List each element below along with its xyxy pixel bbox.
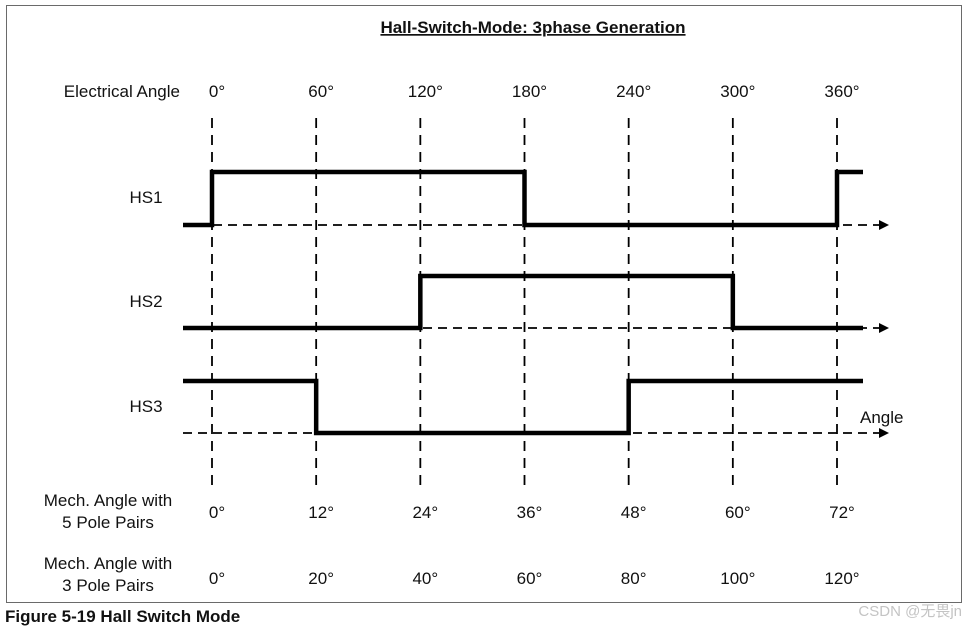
mechanical-angle-rows: Mech. Angle with 5 Pole Pairs 0° 12° 24° 36° 4…: [44, 491, 860, 595]
watermark: CSDN @无畏jn: [858, 603, 962, 620]
mech-row-2-label-line-2: 3 Pole Pairs: [62, 576, 154, 595]
hs1-signal-trace: [183, 169, 863, 228]
figure-caption: Figure 5-19 Hall Switch Mode: [5, 607, 240, 626]
hs2-signal-trace: [183, 273, 863, 331]
hs3-label: HS3: [129, 397, 162, 416]
electrical-angle-tick-60: 60°: [308, 82, 334, 101]
electrical-angle-tick-360: 360°: [824, 82, 859, 101]
electrical-angle-tick-180: 180°: [512, 82, 547, 101]
mech-row-1-value-0: 0°: [209, 503, 225, 522]
electrical-angle-row-label: Electrical Angle: [64, 82, 180, 101]
mech-row-2-value-2: 40°: [412, 569, 438, 588]
electrical-angle-tick-0: 0°: [209, 82, 225, 101]
mech-row-1-value-6: 72°: [829, 503, 855, 522]
hs1-label: HS1: [129, 188, 162, 207]
mech-row-2-value-4: 80°: [621, 569, 647, 588]
mech-row-1-value-5: 60°: [725, 503, 751, 522]
mech-row-1-value-3: 36°: [517, 503, 543, 522]
mech-row-2-value-5: 100°: [720, 569, 755, 588]
electrical-angle-tick-labels: 0° 60° 120° 180° 240° 300° 360°: [209, 82, 860, 101]
electrical-angle-tick-300: 300°: [720, 82, 755, 101]
mech-row-1-label-line-2: 5 Pole Pairs: [62, 513, 154, 532]
mech-row-1-value-2: 24°: [412, 503, 438, 522]
electrical-angle-tick-120: 120°: [408, 82, 443, 101]
mech-row-2-value-3: 60°: [517, 569, 543, 588]
electrical-angle-tick-240: 240°: [616, 82, 651, 101]
mech-row-2-label-line-1: Mech. Angle with: [44, 554, 173, 573]
mech-row-1-label-line-1: Mech. Angle with: [44, 491, 173, 510]
hs3-arrowhead: [879, 428, 889, 438]
mech-row-2-value-0: 0°: [209, 569, 225, 588]
mech-row-1-value-1: 12°: [308, 503, 334, 522]
mech-row-2-value-1: 20°: [308, 569, 334, 588]
hs3-signal-trace: [183, 378, 863, 436]
angle-axis-label: Angle: [860, 408, 903, 427]
hs2-arrowhead: [879, 323, 889, 333]
diagram-frame: [6, 5, 962, 603]
hs2-label: HS2: [129, 292, 162, 311]
mech-row-2-value-6: 120°: [824, 569, 859, 588]
mech-row-1-value-4: 48°: [621, 503, 647, 522]
hall-signal-traces: HS1 HS2 HS3: [129, 169, 889, 438]
diagram-title: Hall-Switch-Mode: 3phase Generation: [380, 18, 685, 37]
hs1-arrowhead: [879, 220, 889, 230]
